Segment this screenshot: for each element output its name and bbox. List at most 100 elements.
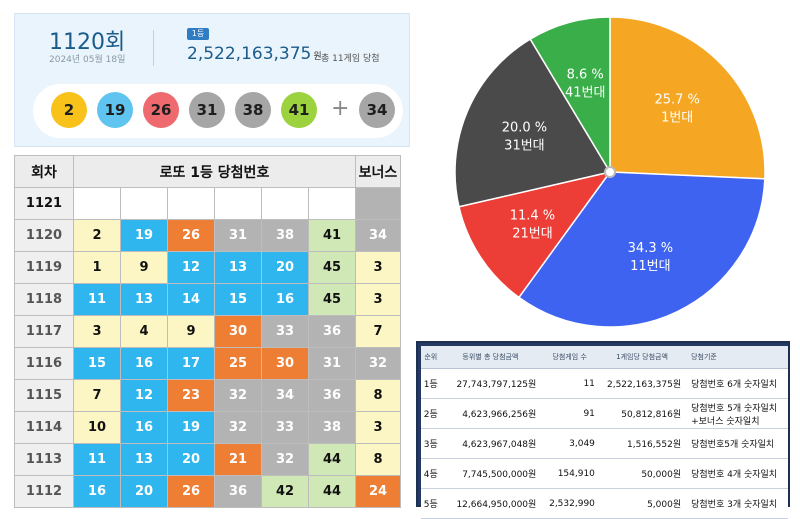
winning-ball: 26 [143,92,179,128]
history-bonus: 3 [355,251,401,284]
prize-cell-total: 7,745,500,000원 [440,458,541,489]
winning-ball: 31 [189,92,225,128]
header-numbers: 로또 1등 당첨번호 [73,155,356,188]
history-number: 26 [167,219,215,252]
history-number [308,187,356,220]
history-number: 14 [167,283,215,316]
prize-cell-each: 2,522,163,375원 [598,368,686,399]
history-number: 20 [167,443,215,476]
history-number: 45 [308,251,356,284]
winning-ball: 38 [235,92,271,128]
prize-cell-each: 50,812,816원 [598,398,686,429]
history-number: 16 [120,411,168,444]
bonus-ball: 34 [359,92,395,128]
history-number: 12 [120,379,168,412]
history-number: 10 [73,411,121,444]
winning-ball: 2 [51,92,87,128]
history-number: 23 [167,379,215,412]
history-number: 11 [73,283,121,316]
history-number: 33 [261,315,309,348]
number-range-pie-chart: 25.7 % 1번대 34.3 % 11번대 11.4 % 21번대 20.0 % 31번대 8… [454,16,766,328]
history-number [120,187,168,220]
winning-ball: 41 [281,92,317,128]
prize-header-criteria: 당첨기준 [685,346,788,369]
prize-row: 4등 7,745,500,000원 154,910 50,000원 당첨번호 4개 숫자… [421,458,788,489]
history-row: 1118 11 13 14 15 16 45 3 [14,283,401,316]
history-bonus: 7 [355,315,401,348]
winning-numbers-strip: 2 19 26 31 38 41 + 34 [33,84,403,138]
history-round: 1119 [14,251,74,284]
history-round: 1117 [14,315,74,348]
prize-cell-rank: 1등 [421,368,441,399]
history-number: 1 [73,251,121,284]
history-bonus: 3 [355,411,401,444]
history-number: 15 [214,283,262,316]
history-number: 32 [214,379,262,412]
pie-slice [458,170,612,299]
history-number: 34 [261,379,309,412]
history-number: 20 [261,251,309,284]
history-number: 12 [167,251,215,284]
rank-badge: 1등 [187,28,209,40]
history-round: 1113 [14,443,74,476]
slice-category-label: 31번대 [504,139,544,154]
plus-icon: + [331,96,350,121]
history-row: 1115 7 12 23 32 34 36 8 [14,379,401,412]
history-bonus: 8 [355,379,401,412]
prize-header-each: 1게임당 당첨금액 [598,346,686,369]
pie-slice [454,38,612,208]
history-number: 36 [308,379,356,412]
pie-slice [517,171,766,328]
draw-date: 2024년 05월 18일 [49,55,126,65]
history-number [167,187,215,220]
history-round: 1114 [14,411,74,444]
history-bonus: 3 [355,283,401,316]
first-prize-amount: 2,522,163,375 원 [187,44,322,64]
prize-cell-each: 5,000원 [598,488,686,519]
history-number: 38 [261,219,309,252]
history-number: 2 [73,219,121,252]
history-row: 1121 [14,187,401,220]
header-bonus: 보너스 [355,155,401,188]
history-number: 20 [120,475,168,508]
history-bonus: 24 [355,475,401,508]
prize-cell-rank: 5등 [421,488,441,519]
prize-row: 5등 12,664,950,000원 2,532,990 5,000원 당첨번호 3개 … [421,488,788,519]
history-row: 1113 11 13 20 21 32 44 8 [14,443,401,476]
prize-row: 1등 27,743,797,125원 11 2,522,163,375원 당첨번호 6개… [421,368,788,399]
history-number: 16 [120,347,168,380]
history-row: 1112 16 20 26 36 42 44 24 [14,475,401,508]
prize-breakdown-panel: 순위 등위별 총 당첨금액 당첨게임 수 1게임당 당첨금액 당첨기준 1등 27… [416,341,790,519]
prize-cell-total: 27,743,797,125원 [440,368,541,399]
prize-cell-total: 4,623,967,048원 [440,428,541,459]
history-number: 41 [308,219,356,252]
history-bonus [355,187,401,220]
round-number: 1120회 [49,30,126,55]
prize-cell-rank: 2등 [421,398,441,429]
history-number [261,187,309,220]
history-number: 31 [214,219,262,252]
prize-cell-criteria: 당첨번호 5개 숫자일치 +보너스 숫자일치 [685,398,788,429]
history-bonus: 8 [355,443,401,476]
slice-category-label: 21번대 [512,226,552,241]
prize-header-total: 등위별 총 당첨금액 [440,346,541,369]
slice-percent-label: 25.7 % [654,93,699,108]
history-number: 19 [167,411,215,444]
prize-cell-criteria: 당첨번호 6개 숫자일치 [685,368,788,399]
history-round: 1112 [14,475,74,508]
history-number: 42 [261,475,309,508]
history-number: 36 [214,475,262,508]
prize-cell-count: 154,910 [540,458,599,489]
history-round: 1118 [14,283,74,316]
winners-note: 총 11게임 당첨 [321,54,380,64]
history-number: 7 [73,379,121,412]
prize-row: 3등 4,623,967,048원 3,049 1,516,552원 당첨번호5개 숫자… [421,428,788,459]
history-number: 32 [214,411,262,444]
history-number: 21 [214,443,262,476]
winning-history-table: 회차 로또 1등 당첨번호 보너스 1121 1120 2 19 26 31 38 41 34 1… [14,155,401,508]
history-round: 1120 [14,219,74,252]
history-number: 4 [120,315,168,348]
card-divider [153,30,154,66]
prize-value: 2,522,163,375 [187,44,312,64]
history-bonus: 32 [355,347,401,380]
